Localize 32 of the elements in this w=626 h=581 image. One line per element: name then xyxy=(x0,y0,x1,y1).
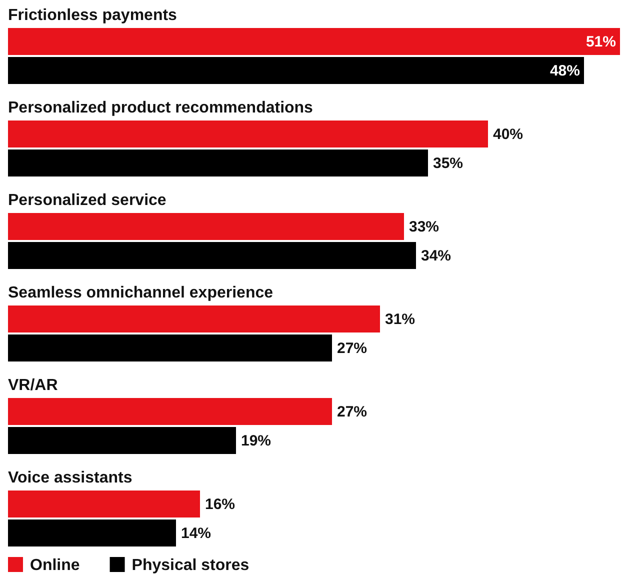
bar xyxy=(8,120,488,148)
bar xyxy=(8,520,176,546)
data-label: 51% xyxy=(586,34,616,50)
data-label: 40% xyxy=(493,126,524,143)
y-tick-label: Seamless omnichannel experience xyxy=(8,284,274,302)
data-label: 34% xyxy=(421,248,452,264)
legend-label: Online xyxy=(30,557,80,574)
legend-label: Physical stores xyxy=(132,557,250,574)
y-tick-label: VR/AR xyxy=(8,377,58,394)
data-label: 27% xyxy=(337,404,368,420)
bar xyxy=(8,490,200,518)
y-tick-label: Personalized service xyxy=(8,192,166,209)
y-tick-label: Personalized product recommendations xyxy=(8,100,314,116)
data-label: 35% xyxy=(433,155,464,172)
y-tick-label: Frictionless payments xyxy=(8,7,178,24)
data-label: 48% xyxy=(550,62,580,80)
bar xyxy=(8,334,332,362)
y-tick-label: Voice assistants xyxy=(8,470,132,486)
bar xyxy=(8,242,416,269)
bar xyxy=(8,306,380,332)
data-label: 27% xyxy=(337,340,368,357)
data-label: 33% xyxy=(409,218,440,236)
data-label: 19% xyxy=(241,432,272,450)
bar xyxy=(8,57,584,84)
bar xyxy=(8,398,332,425)
bar xyxy=(8,150,428,176)
bar xyxy=(8,213,404,240)
bar xyxy=(8,427,236,454)
data-label: 16% xyxy=(205,496,236,513)
data-label: 14% xyxy=(181,525,212,542)
data-label: 31% xyxy=(385,311,416,328)
bar xyxy=(8,28,620,55)
